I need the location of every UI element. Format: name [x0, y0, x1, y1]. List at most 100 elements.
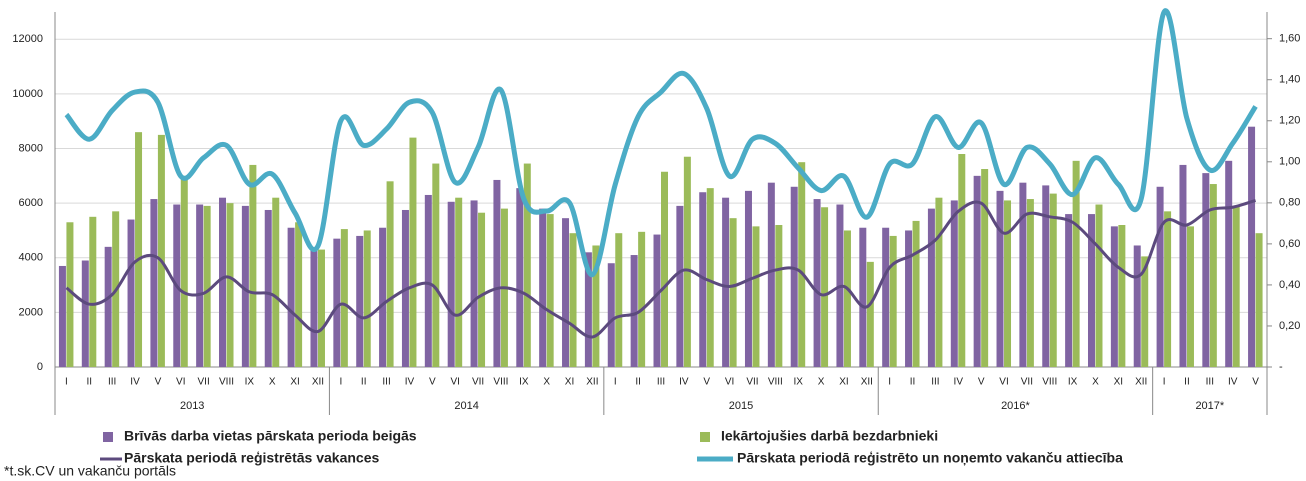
bar — [973, 175, 981, 367]
x-tick-label: VII — [198, 377, 210, 388]
bar — [996, 190, 1004, 367]
x-tick-label: II — [87, 377, 93, 388]
bar — [81, 260, 89, 367]
bar — [203, 205, 211, 367]
bar — [653, 234, 661, 367]
x-tick-label: XI — [565, 377, 574, 388]
bar — [1042, 185, 1050, 367]
bar — [958, 154, 966, 367]
bar — [935, 197, 943, 367]
bar — [241, 205, 249, 367]
x-tick-label: I — [1163, 377, 1166, 388]
bar — [592, 245, 600, 367]
y2-tick-label: 0,40 — [1279, 279, 1300, 291]
bar — [295, 222, 303, 367]
bar — [859, 227, 867, 367]
bar — [516, 188, 524, 367]
bar — [638, 231, 646, 367]
x-tick-label: XII — [312, 377, 324, 388]
bar — [1248, 126, 1256, 367]
bar — [1004, 200, 1012, 367]
x-tick-label: XII — [586, 377, 598, 388]
x-tick-label: IX — [1068, 377, 1078, 388]
bar — [1141, 256, 1149, 367]
legend-label: Brīvās darba vietas pārskata perioda bei… — [124, 428, 417, 444]
x-tick-label: V — [978, 377, 985, 388]
group-label: 2017* — [1195, 400, 1224, 412]
x-tick-label: XII — [1135, 377, 1147, 388]
bar — [912, 220, 920, 367]
bar — [317, 249, 325, 367]
bar — [927, 208, 935, 367]
bar — [386, 181, 394, 367]
y-tick-label: 2000 — [19, 306, 43, 318]
bar — [683, 156, 691, 367]
x-tick-label: VII — [472, 377, 484, 388]
x-tick-label: XI — [290, 377, 299, 388]
bar — [615, 233, 623, 367]
group-label: 2014 — [454, 400, 478, 412]
bar — [135, 132, 143, 367]
y2-tick-label: 0,20 — [1279, 320, 1300, 332]
bar — [310, 249, 318, 367]
bar — [661, 171, 668, 367]
x-tick-label: I — [65, 377, 68, 388]
group-label: 2016* — [1001, 400, 1030, 412]
bar — [432, 163, 440, 367]
bar — [409, 137, 417, 367]
bar — [562, 218, 570, 367]
bar — [333, 238, 341, 367]
x-tick-label: III — [1206, 377, 1214, 388]
bar — [569, 233, 577, 367]
x-tick-label: XI — [839, 377, 848, 388]
bar — [1065, 214, 1073, 367]
bar — [1186, 226, 1194, 367]
bar — [813, 199, 821, 367]
bar — [150, 199, 158, 367]
y2-tick-label: 1,40 — [1279, 74, 1300, 86]
legend-swatch — [700, 432, 710, 442]
bar — [729, 218, 737, 367]
bar — [722, 197, 730, 367]
y-tick-label: 12000 — [12, 33, 43, 45]
bar — [180, 175, 188, 367]
bar — [1164, 211, 1172, 367]
x-tick-label: I — [614, 377, 617, 388]
line — [64, 8, 1258, 278]
x-tick-label: V — [155, 377, 162, 388]
group-label: 2013 — [180, 400, 204, 412]
y2-tick-label: 1,00 — [1279, 156, 1300, 168]
bar — [1232, 205, 1240, 367]
x-tick-label: II — [635, 377, 641, 388]
bar — [1118, 225, 1126, 367]
y-tick-label: 4000 — [19, 252, 43, 264]
y2-tick-label: 1,20 — [1279, 115, 1300, 127]
bar — [1255, 233, 1263, 367]
bar — [630, 255, 638, 367]
x-tick-label: IV — [679, 377, 689, 388]
x-tick-label: X — [269, 377, 276, 388]
y2-tick-label: - — [1279, 361, 1283, 373]
x-tick-label: IV — [405, 377, 415, 388]
bar — [493, 179, 501, 367]
bar — [790, 186, 798, 367]
x-tick-label: X — [1092, 377, 1099, 388]
bar — [157, 134, 165, 367]
bar — [1095, 204, 1103, 367]
y-tick-label: 6000 — [19, 197, 43, 209]
bar — [1110, 226, 1118, 367]
bar — [455, 197, 463, 367]
bar — [523, 163, 531, 367]
x-tick-label: IX — [519, 377, 529, 388]
bar — [470, 200, 478, 367]
bar — [699, 192, 707, 367]
x-tick-label: VIII — [768, 377, 783, 388]
bar — [340, 229, 348, 367]
x-tick-label: IV — [1228, 377, 1238, 388]
legend-swatch — [103, 432, 113, 442]
bar — [1087, 214, 1095, 367]
x-tick-label: IX — [793, 377, 803, 388]
bar — [981, 169, 989, 367]
x-tick-label: I — [339, 377, 342, 388]
